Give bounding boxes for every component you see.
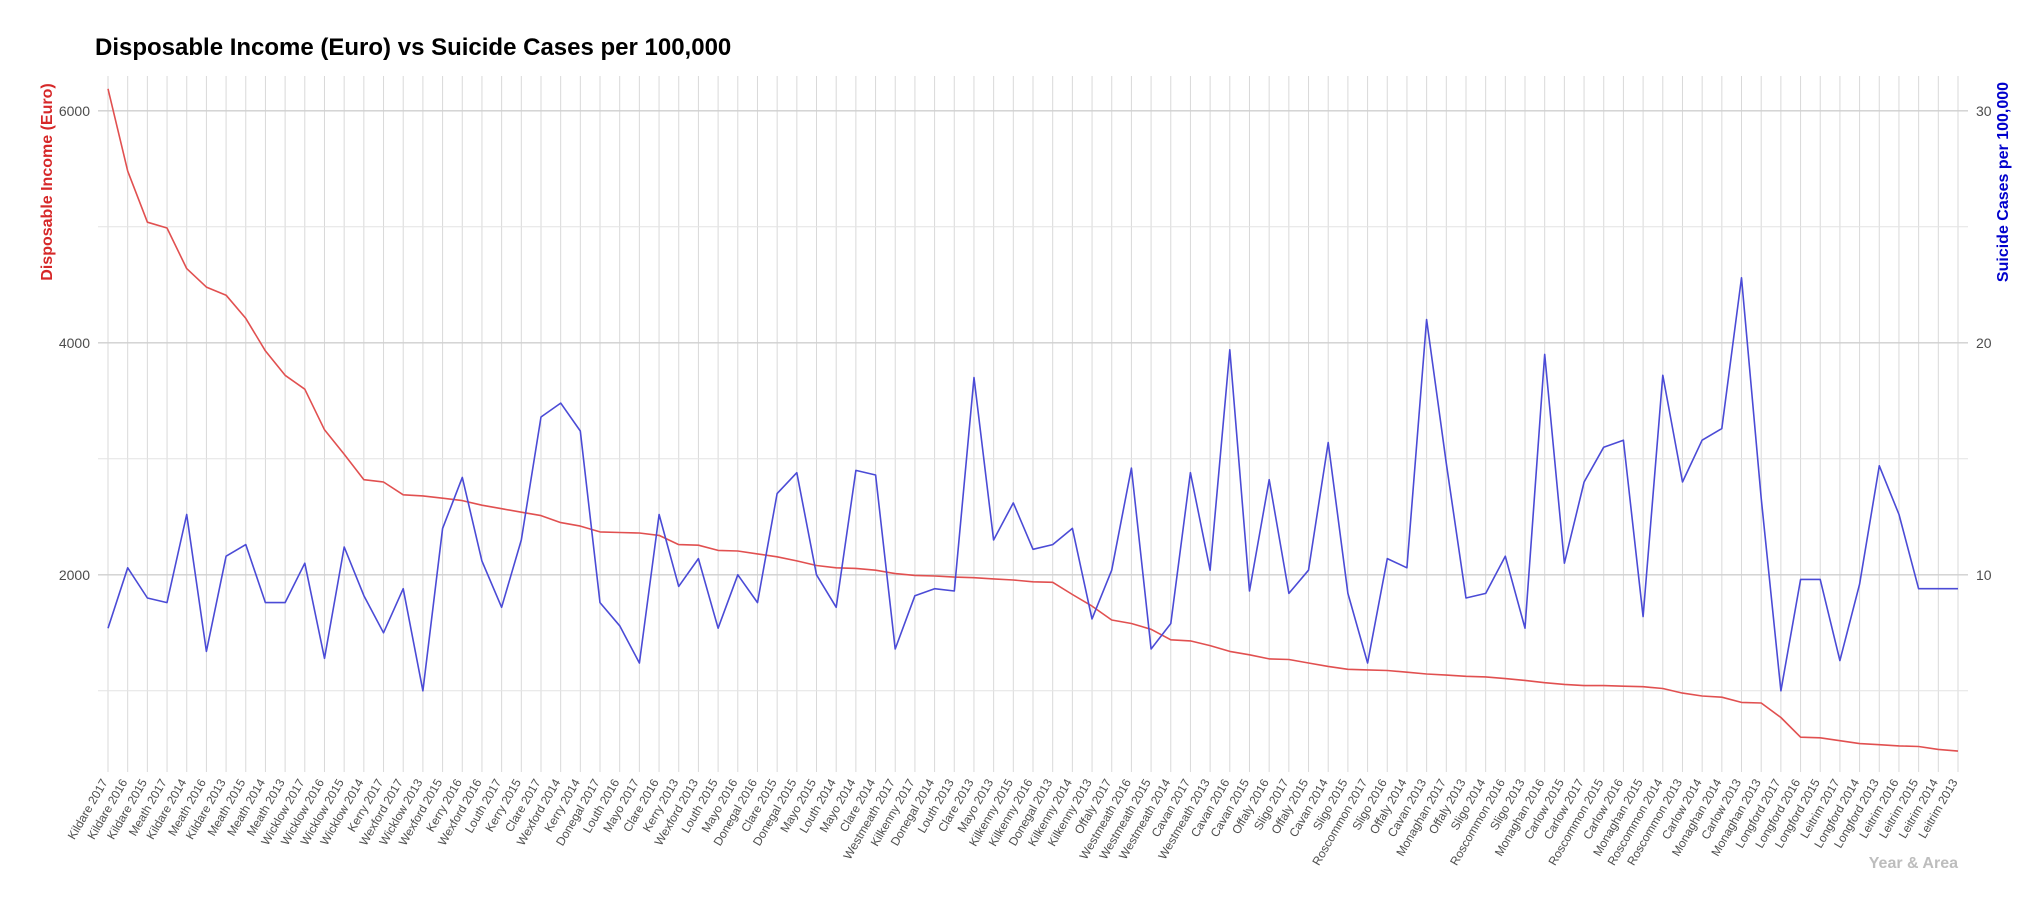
left-y-tick-label: 4000 [59,335,90,351]
right-y-tick-label: 10 [1976,567,1992,583]
right-y-tick-label: 20 [1976,335,1992,351]
left-y-tick-label: 6000 [59,103,90,119]
left-axis-title: Disposable Income (Euro) [39,83,56,280]
right-axis-title: Suicide Cases per 100,000 [1995,82,2012,282]
right-y-tick-label: 30 [1976,103,1992,119]
series-layer [107,88,1959,752]
grid-layer [98,76,1968,772]
income-series-line [107,88,1959,752]
left-y-tick-label: 2000 [59,567,90,583]
chart-title: Disposable Income (Euro) vs Suicide Case… [95,34,732,61]
suicide-series-line [107,276,1958,692]
x-axis-title: Year & Area [1869,855,1958,872]
